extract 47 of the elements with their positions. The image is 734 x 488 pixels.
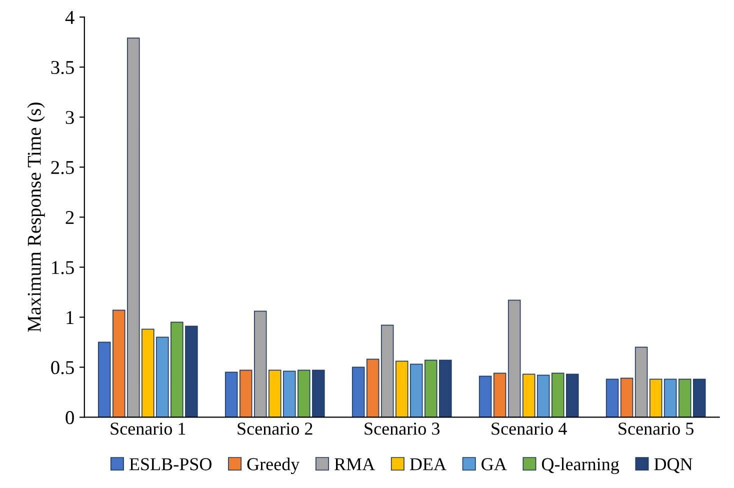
bar [566,374,579,418]
bar [224,372,238,418]
y-axis-title: Maximum Response Time (s) [27,102,45,332]
bar [478,376,492,418]
y-tick-label: 3 [66,110,74,124]
legend-label: RMA [334,458,375,470]
y-tick-label: 1.5 [52,261,74,274]
x-tick-label: Scenario 4 [492,422,567,435]
bar [254,310,267,418]
legend-label: DQN [654,458,692,474]
bar [395,360,408,418]
bar [268,370,282,418]
legend-label: ESLB-PSO [129,458,212,470]
bar [634,346,648,418]
bar [366,358,380,418]
y-tick-label: 0.5 [51,361,74,374]
legend-label: GA [482,458,507,470]
y-tick-label: 2 [66,211,74,224]
bar [552,372,564,418]
x-tick-label: Scenario 2 [238,422,312,435]
y-tick-label: 1 [66,311,74,324]
bar [508,300,521,418]
x-tick-label: Scenario 3 [364,422,440,435]
bar [678,378,692,418]
bar [493,372,506,418]
bar [239,370,252,418]
bar [522,374,536,418]
y-tick-label: 2.5 [51,161,74,174]
x-tick-label: Scenario 1 [110,422,186,435]
legend-label: Q-learning [542,458,620,474]
bar [410,364,423,418]
bar [112,310,126,418]
bar [536,374,550,418]
x-tick-label: Scenario 5 [618,422,694,435]
y-tick-label: 0 [66,411,74,424]
bar [692,378,706,418]
bar [649,378,662,418]
y-tick-label: 3.5 [51,60,74,74]
legend-label: DEA [410,458,446,470]
bar [352,366,365,418]
legend-label: Greedy [247,458,300,474]
bar [620,378,634,418]
bar [664,378,677,418]
bar [380,324,394,418]
bar [606,378,619,418]
y-tick-label: 4 [65,11,74,24]
bar [98,342,111,418]
